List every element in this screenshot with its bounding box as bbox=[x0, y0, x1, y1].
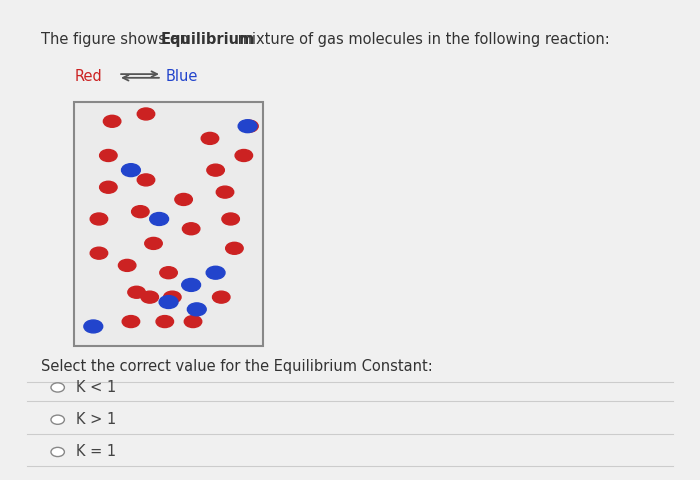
Circle shape bbox=[141, 291, 158, 303]
Circle shape bbox=[182, 278, 200, 291]
Circle shape bbox=[137, 174, 155, 186]
Circle shape bbox=[104, 115, 121, 127]
Circle shape bbox=[206, 266, 225, 279]
Circle shape bbox=[225, 242, 243, 254]
Circle shape bbox=[90, 247, 108, 259]
Circle shape bbox=[238, 120, 257, 132]
Text: Red: Red bbox=[74, 69, 102, 84]
Circle shape bbox=[51, 383, 64, 392]
Text: Select the correct value for the Equilibrium Constant:: Select the correct value for the Equilib… bbox=[41, 359, 433, 374]
Circle shape bbox=[122, 315, 140, 327]
Circle shape bbox=[164, 291, 181, 303]
Circle shape bbox=[118, 259, 136, 271]
Circle shape bbox=[183, 223, 200, 235]
Text: Blue: Blue bbox=[165, 69, 197, 84]
Circle shape bbox=[145, 238, 162, 250]
Text: Equilibrium: Equilibrium bbox=[160, 32, 255, 47]
Circle shape bbox=[207, 164, 224, 176]
Circle shape bbox=[213, 291, 230, 303]
Circle shape bbox=[188, 303, 206, 316]
Circle shape bbox=[51, 447, 64, 456]
Circle shape bbox=[128, 286, 146, 298]
Circle shape bbox=[137, 108, 155, 120]
Text: The figure shows an: The figure shows an bbox=[41, 32, 193, 47]
Circle shape bbox=[99, 149, 117, 161]
Circle shape bbox=[216, 186, 234, 198]
Circle shape bbox=[150, 213, 169, 226]
Circle shape bbox=[175, 193, 192, 205]
Circle shape bbox=[201, 132, 218, 144]
Circle shape bbox=[235, 149, 253, 161]
Bar bbox=[74, 102, 262, 346]
Circle shape bbox=[90, 213, 108, 225]
Circle shape bbox=[122, 164, 140, 177]
Circle shape bbox=[241, 120, 258, 132]
Circle shape bbox=[132, 205, 149, 217]
Text: K = 1: K = 1 bbox=[76, 444, 116, 459]
Text: mixture of gas molecules in the following reaction:: mixture of gas molecules in the followin… bbox=[233, 32, 610, 47]
Circle shape bbox=[160, 267, 177, 279]
Circle shape bbox=[159, 296, 178, 309]
Circle shape bbox=[184, 315, 202, 327]
Text: K < 1: K < 1 bbox=[76, 380, 116, 395]
Circle shape bbox=[156, 315, 174, 327]
Circle shape bbox=[222, 213, 239, 225]
Circle shape bbox=[99, 181, 117, 193]
Circle shape bbox=[84, 320, 103, 333]
Text: K > 1: K > 1 bbox=[76, 412, 116, 427]
Circle shape bbox=[51, 415, 64, 424]
